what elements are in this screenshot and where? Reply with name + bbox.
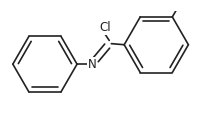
Text: Cl: Cl (99, 21, 111, 34)
Text: N: N (88, 58, 96, 71)
